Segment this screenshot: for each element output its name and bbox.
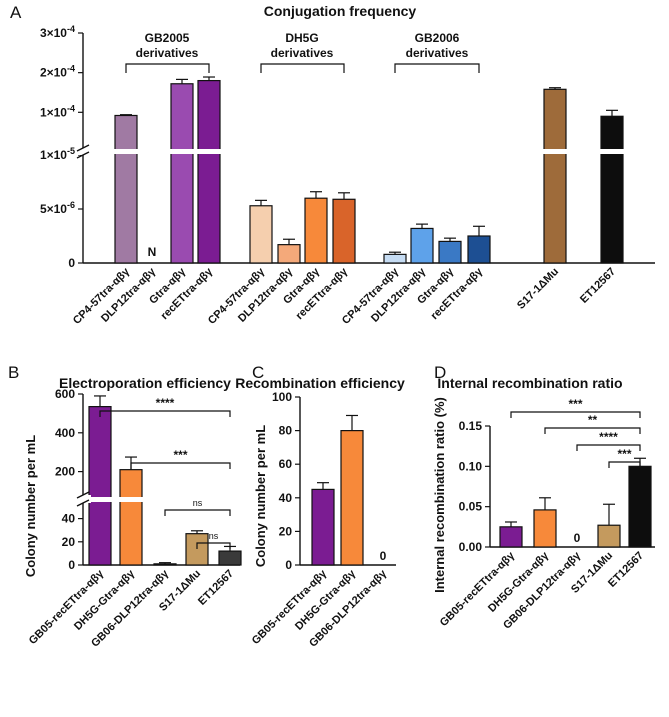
- panel-a-letter: A: [10, 3, 22, 22]
- panel-a-tick-label-2: 1×10-5: [40, 146, 75, 162]
- panel-d-y-label: Internal recombination ratio (%): [432, 397, 447, 593]
- panel-c-tick-label-0: 0: [285, 558, 292, 572]
- panel-b-break-band: [76, 497, 244, 502]
- panel-b-letter: B: [8, 363, 19, 382]
- panel-c-tick-label-4: 80: [279, 424, 293, 438]
- panel-b-y-label: Colony number per mL: [23, 435, 38, 577]
- panel-a-tick-label-1: 5×10-6: [40, 200, 75, 216]
- panel-a-bar-label-1: N: [148, 245, 157, 259]
- panel-a-bar-8: [383, 253, 407, 264]
- panel-a-tick-label-5: 3×10-4: [40, 24, 75, 40]
- panel-c-bar-0: [311, 488, 335, 566]
- panel-a-bar-12: [543, 88, 567, 264]
- panel-d-sig-0-bracket: [510, 411, 641, 418]
- panel-b-tick-label-3: 200: [55, 465, 75, 479]
- panel-d-bar-3: [597, 524, 621, 548]
- panel-d-sig-1-bracket: [544, 427, 641, 434]
- panel-c-letter: C: [252, 363, 264, 382]
- panel-b-sig-3-label: ns: [209, 531, 219, 541]
- panel-b-tick-label-0: 0: [68, 558, 75, 572]
- panel-a-bar-13: [600, 115, 624, 264]
- panel-a-group-2-bracket: [394, 63, 480, 73]
- panel-d-title: Internal recombination ratio: [437, 375, 622, 391]
- panel-d-sig-2-label: ****: [599, 430, 618, 444]
- panel-a-axis-break-slash-top: [76, 144, 90, 152]
- panel-a-title: Conjugation frequency: [264, 3, 417, 19]
- panel-b-bar-0: [88, 406, 112, 566]
- panel-d-bar-0: [499, 526, 523, 548]
- panel-b-sig-3-bracket: [196, 542, 231, 549]
- panel-a-bar-0: [114, 114, 138, 264]
- panel-a-group-0-line1: GB2005: [145, 31, 190, 45]
- panel-a-bar-10: [438, 240, 462, 264]
- panel-b-bar-2: [153, 563, 177, 566]
- panel-d-sig-3-label: ***: [617, 447, 631, 461]
- panel-a-category-13: ET12567: [578, 266, 618, 306]
- panel-b-tick-label-5: 600: [55, 387, 75, 401]
- panel-b-axis-break-slash-top: [76, 491, 90, 499]
- panel-b-bar-1: [119, 469, 143, 566]
- panel-a-category-11: recETtra-αβγ: [429, 265, 486, 322]
- panel-c-tick-label-1: 20: [279, 524, 293, 538]
- panel-a-tick-label-0: 0: [68, 256, 75, 270]
- panel-d-bar-4: [628, 465, 652, 548]
- panel-c-y-label: Colony number per mL: [253, 425, 268, 567]
- panel-c-bar-label-2: 0: [380, 549, 387, 563]
- panel-d-sig-0-label: ***: [568, 397, 582, 411]
- panel-b-sig-0-label: ****: [156, 396, 175, 410]
- panel-b-bar-3: [185, 533, 209, 566]
- panel-c-tick-label-3: 60: [279, 457, 293, 471]
- panel-a-category-12: S17-1ΔMu: [515, 266, 561, 312]
- panel-a-axis-break-gap: [75, 148, 91, 155]
- panel-b-sig-2-bracket: [164, 509, 231, 516]
- panel-b-sig-1-bracket: [130, 462, 231, 469]
- panel-a-axis-break-slash-bottom: [76, 151, 90, 159]
- panel-b-tick-label-1: 20: [62, 535, 76, 549]
- panel-a-bar-5: [277, 244, 301, 264]
- panel-d-sig-3-bracket: [608, 461, 641, 468]
- panel-b-category-4: ET12567: [196, 568, 236, 608]
- panel-a-bar-9: [410, 227, 434, 264]
- panel-c-title: Recombination efficiency: [235, 375, 405, 391]
- panel-a-group-1-line2: derivatives: [271, 46, 334, 60]
- panel-a-group-0-line2: derivatives: [136, 46, 199, 60]
- panel-d-sig-1-label: **: [588, 413, 598, 427]
- panel-a-bar-4: [249, 205, 273, 264]
- panel-a-group-0-bracket: [125, 63, 210, 73]
- panel-a-bar-2: [170, 83, 194, 264]
- panel-d-letter: D: [434, 363, 446, 382]
- panel-a-break-band: [75, 149, 660, 154]
- panel-d-tick-label-2: 0.10: [459, 459, 483, 473]
- panel-a-group-1-bracket: [260, 63, 345, 73]
- panel-d-tick-label-0: 0.00: [459, 540, 483, 554]
- panel-b-tick-label-4: 400: [55, 426, 75, 440]
- panel-b-axis-break-gap: [75, 495, 91, 503]
- panel-a-group-2-line2: derivatives: [406, 46, 469, 60]
- panel-a-tick-label-4: 2×10-4: [40, 64, 75, 80]
- panel-d-bar-label-2: 0: [574, 531, 581, 545]
- panel-b-sig-1-label: ***: [173, 448, 187, 462]
- panel-a-bar-6: [304, 197, 328, 264]
- panel-b-sig-2-label: ns: [193, 498, 203, 508]
- panel-a-tick-label-3: 1×10-4: [40, 103, 75, 119]
- panel-c-bar-1: [340, 430, 364, 566]
- panel-d-tick-label-1: 0.05: [459, 500, 483, 514]
- panel-a-group-1-line1: DH5G: [285, 31, 318, 45]
- panel-d-tick-label-3: 0.15: [459, 419, 483, 433]
- panel-c-tick-label-2: 40: [279, 491, 293, 505]
- panel-a-bar-11: [467, 235, 491, 264]
- panel-a-bar-3: [197, 79, 221, 264]
- panel-b-tick-label-2: 40: [62, 512, 76, 526]
- panel-b-title: Electroporation efficiency: [59, 375, 231, 391]
- panel-c-tick-label-5: 100: [272, 390, 292, 404]
- panel-b-sig-0-bracket: [99, 410, 231, 417]
- panel-a-bar-7: [332, 198, 356, 264]
- panel-d-sig-2-bracket: [576, 444, 641, 451]
- panel-d-bar-1: [533, 509, 557, 548]
- panel-b-bar-4: [218, 550, 242, 566]
- panel-b-axis-break-slash-bottom: [76, 499, 90, 507]
- panel-a-group-2-line1: GB2006: [415, 31, 460, 45]
